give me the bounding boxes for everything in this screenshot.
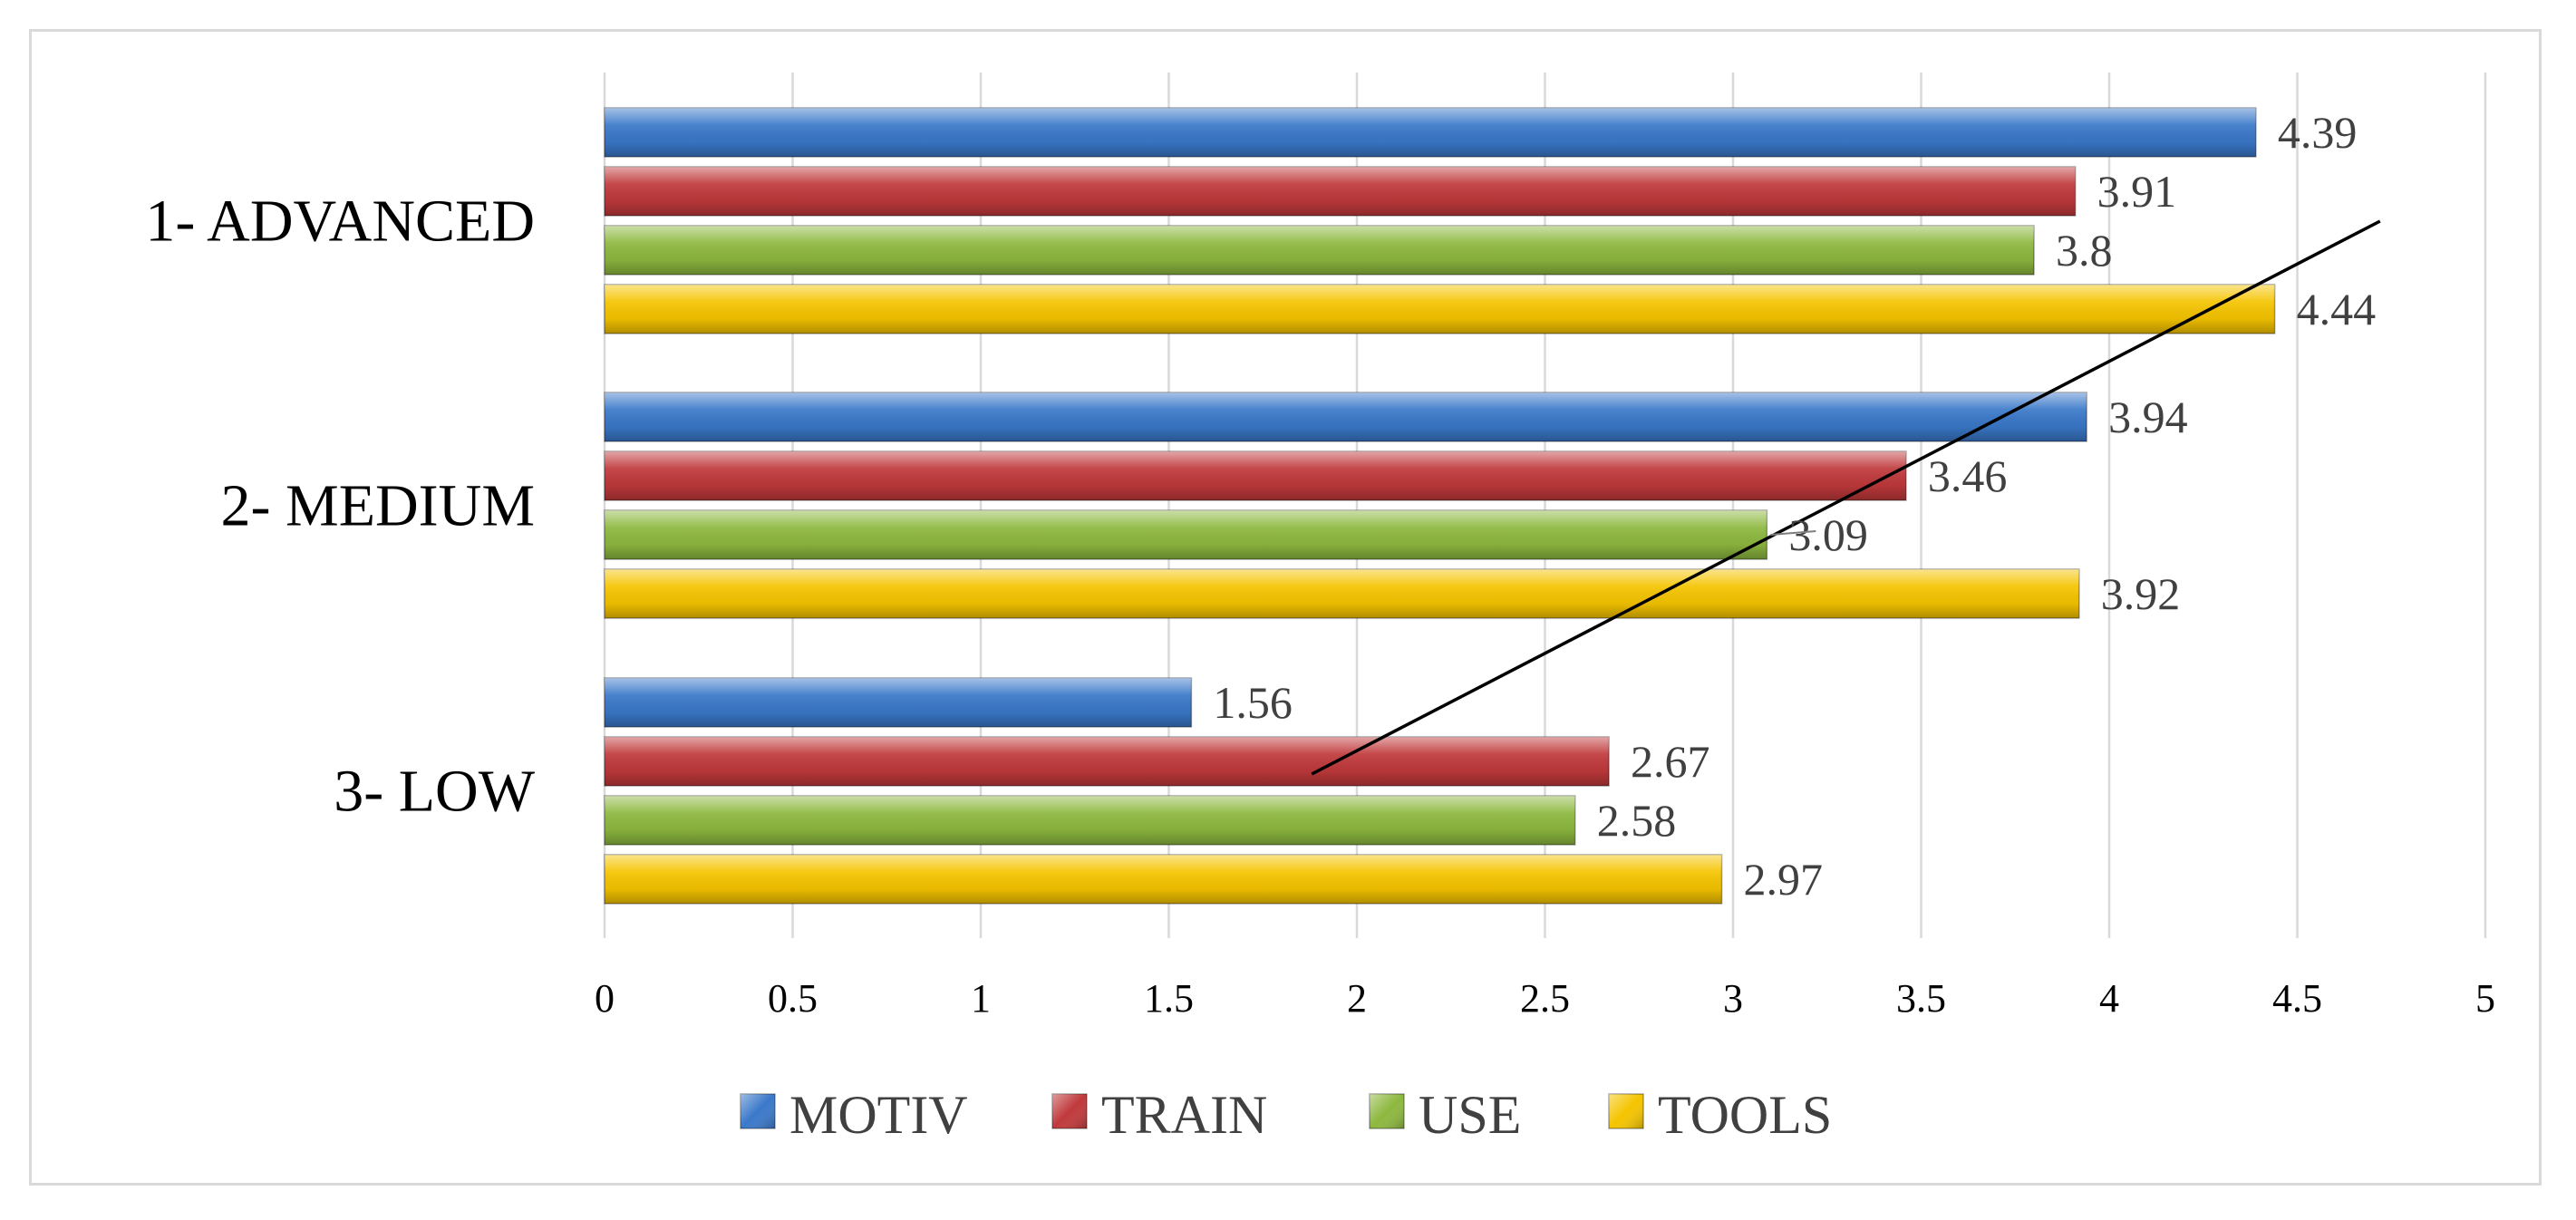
data-label: 3.91 xyxy=(2097,166,2177,217)
data-label: 1.56 xyxy=(1213,677,1293,728)
x-axis-ticks: 0 0.5 1 1.5 2 2.5 3 3.5 4 4.5 5 xyxy=(595,976,2495,1021)
leader-line xyxy=(1770,530,1816,536)
legend-label: USE xyxy=(1419,1085,1521,1145)
x-tick-label: 1.5 xyxy=(1144,976,1194,1021)
legend-label: MOTIV xyxy=(789,1085,968,1145)
category-label: 2- MEDIUM xyxy=(221,473,535,539)
data-label: 2.97 xyxy=(1744,854,1824,905)
x-tick-label: 3 xyxy=(1723,976,1743,1021)
bar-highlight xyxy=(605,796,1575,845)
data-label: 2.67 xyxy=(1631,736,1710,787)
legend-label: TRAIN xyxy=(1101,1085,1267,1145)
x-tick-label: 0 xyxy=(595,976,615,1021)
bar-highlight xyxy=(605,855,1722,904)
legend: MOTIV TRAIN USE TOOLS xyxy=(740,1085,1832,1145)
trendline-segment xyxy=(1311,219,2381,776)
x-tick-label: 4 xyxy=(2099,976,2119,1021)
data-label: 4.44 xyxy=(2297,284,2377,334)
bar-highlight xyxy=(605,392,2087,441)
data-label: 3.46 xyxy=(1928,450,2008,501)
x-tick-label: 0.5 xyxy=(768,976,818,1021)
bar-highlight xyxy=(605,737,1610,786)
x-tick-label: 2 xyxy=(1347,976,1367,1021)
x-tick-label: 4.5 xyxy=(2272,976,2322,1021)
legend-swatch-highlight xyxy=(1052,1094,1087,1128)
legend-swatch-highlight xyxy=(741,1094,775,1128)
bar-highlight xyxy=(605,510,1767,559)
x-tick-label: 2.5 xyxy=(1520,976,1570,1021)
bar-chart: 4.39 3.91 3.8 4.44 3.94 3.46 3.09 3.92 1.56 2.67 2… xyxy=(145,73,2495,1145)
gridlines xyxy=(603,73,2487,938)
bar-highlight xyxy=(605,285,2275,334)
x-tick-label: 5 xyxy=(2475,976,2495,1021)
data-label: 3.8 xyxy=(2056,225,2113,276)
trendline xyxy=(1311,219,2381,776)
data-label: 4.39 xyxy=(2278,107,2358,158)
legend-label: TOOLS xyxy=(1658,1085,1832,1145)
data-label: 3.94 xyxy=(2108,392,2188,442)
legend-swatch-highlight xyxy=(1609,1094,1643,1128)
bar-highlight xyxy=(605,569,2079,618)
data-label: 3.92 xyxy=(2101,568,2181,619)
data-labels: 4.39 3.91 3.8 4.44 3.94 3.46 3.09 3.92 1.56 2.67 2… xyxy=(1213,107,2376,905)
legend-swatch-highlight xyxy=(1370,1094,1404,1128)
bar-highlight xyxy=(605,451,1906,500)
bar-highlight xyxy=(605,108,2256,157)
category-labels: 1- ADVANCED 2- MEDIUM 3- LOW xyxy=(145,189,535,825)
bar-highlight xyxy=(605,678,1192,727)
x-tick-label: 3.5 xyxy=(1896,976,1946,1021)
bar-highlight xyxy=(605,226,2034,275)
bar-highlight xyxy=(605,167,2076,216)
category-label: 3- LOW xyxy=(334,759,535,825)
data-label: 3.09 xyxy=(1788,509,1868,560)
data-label: 2.58 xyxy=(1597,795,1677,846)
x-tick-label: 1 xyxy=(971,976,991,1021)
category-label: 1- ADVANCED xyxy=(145,189,535,255)
chart-frame: 4.39 3.91 3.8 4.44 3.94 3.46 3.09 3.92 1.56 2.67 2… xyxy=(29,29,2542,1186)
bars xyxy=(604,107,2276,905)
